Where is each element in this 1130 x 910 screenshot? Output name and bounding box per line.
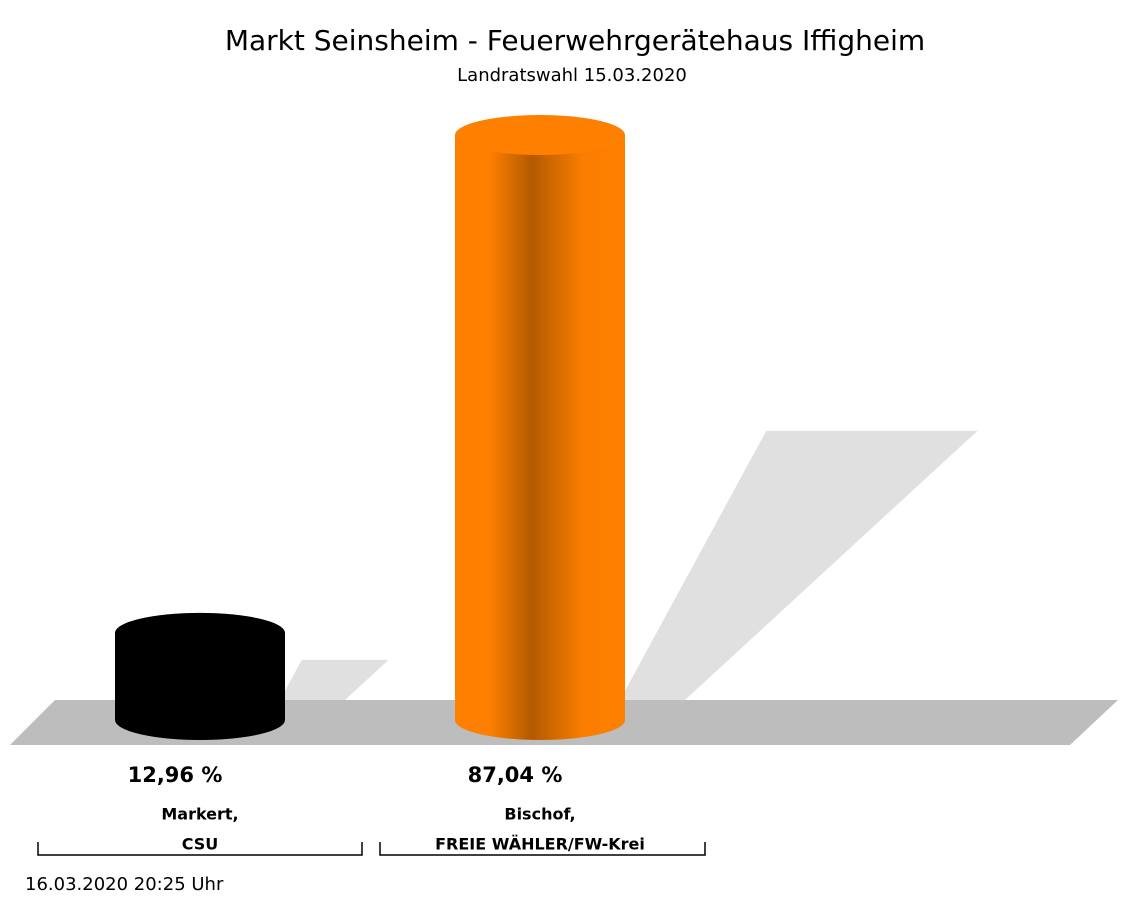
chart-title: Markt Seinsheim - Feuerwehrgerätehaus If… — [225, 24, 925, 57]
cylinder-shading — [455, 135, 625, 740]
cylinder-top — [115, 612, 285, 653]
cylinder-top — [455, 115, 625, 155]
category-bracket — [37, 842, 363, 856]
category-label: Bischof, — [504, 805, 575, 824]
value-label: 12,96 % — [128, 763, 223, 787]
bar-shadow — [620, 430, 978, 700]
footer: 16.03.2020 20:25 Uhr — [25, 874, 224, 895]
category-label: Markert, — [161, 805, 238, 824]
bar-shadow — [280, 659, 389, 700]
category-label: CSU — [182, 835, 219, 854]
chart-subtitle: Landratswahl 15.03.2020 — [457, 65, 687, 86]
value-label: 87,04 % — [468, 763, 563, 787]
cylinder-shading — [115, 632, 285, 740]
category-bracket — [379, 842, 706, 856]
bars: 12,96 % Markert, CSU 87,04 % Bischof, FREIE W… — [37, 115, 978, 856]
category-label: FREIE WÄHLER/FW-Krei — [435, 835, 645, 854]
